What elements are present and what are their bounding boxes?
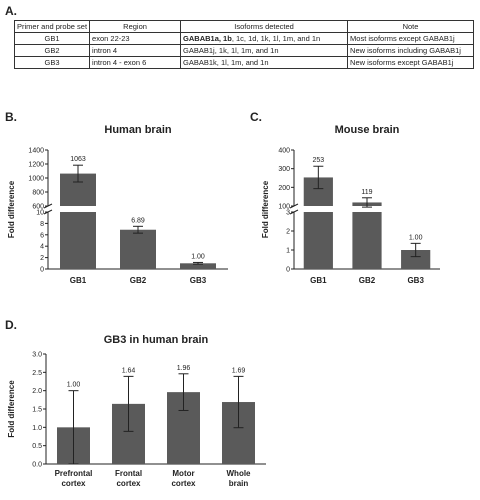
category-label: Prefrontal cortex <box>55 469 93 488</box>
y-tick-label: 3 <box>286 210 290 217</box>
y-axis-label: Fold difference <box>7 380 16 438</box>
category-label: GB2 <box>130 276 147 285</box>
y-tick-label: 2 <box>286 229 290 236</box>
category-label: GB3 <box>407 276 424 285</box>
isoforms-rest: , 1c, 1d, 1k, 1l, 1m, and 1n <box>231 34 321 43</box>
isoforms-rest: GABAB1j, 1k, 1l, 1m, and 1n <box>183 46 279 55</box>
bar <box>401 250 431 269</box>
y-tick-label: 6 <box>40 232 44 239</box>
data-label: 1063 <box>70 156 86 163</box>
bar <box>180 263 216 269</box>
y-tick-label: 2.0 <box>32 388 42 395</box>
y-tick-label: 0.0 <box>32 462 42 469</box>
bar <box>303 212 333 269</box>
chart-title: Human brain <box>104 124 172 136</box>
category-label: Motor cortex <box>171 469 196 488</box>
category-label: GB3 <box>190 276 207 285</box>
y-tick-label: 800 <box>32 190 44 197</box>
chart-title: GB3 in human brain <box>104 334 209 346</box>
table-row: GB1 exon 22-23 GABAB1a, 1b, 1c, 1d, 1k, … <box>13 32 474 45</box>
y-tick-label: 4 <box>40 244 44 251</box>
panel-label-a: A. <box>5 4 17 18</box>
bar <box>120 229 156 269</box>
y-tick-label: 2 <box>40 255 44 262</box>
y-tick-label: 10 <box>36 210 44 217</box>
data-label: 1.96 <box>177 365 191 372</box>
y-tick-label: 1.5 <box>32 407 42 414</box>
data-label: 1.64 <box>122 367 136 374</box>
y-tick-label: 600 <box>32 204 44 211</box>
category-label: Whole brain <box>227 469 252 488</box>
data-label: 253 <box>312 157 324 164</box>
isoforms-rest: GABAB1k, 1l, 1m, and 1n <box>183 58 269 67</box>
data-label: 119 <box>361 189 372 196</box>
panel-label-c: C. <box>250 110 262 124</box>
category-label: GB1 <box>310 276 327 285</box>
data-label: 1.00 <box>67 382 81 389</box>
panel-label-d: D. <box>5 318 17 332</box>
cell-isoforms: GABAB1a, 1b, 1c, 1d, 1k, 1l, 1m, and 1n <box>180 32 349 45</box>
y-tick-label: 0 <box>286 267 290 274</box>
data-label: 1.69 <box>232 367 246 374</box>
category-label: GB2 <box>359 276 376 285</box>
isoforms-bold: GABAB1a, 1b <box>183 34 232 43</box>
bar <box>352 212 382 269</box>
y-tick-label: 0 <box>40 267 44 274</box>
y-tick-label: 0.5 <box>32 443 42 450</box>
data-label: 6.89 <box>131 217 145 224</box>
cell-note: New isoforms except GABAB1j <box>347 56 474 69</box>
data-label: 1.00 <box>191 253 205 260</box>
y-tick-label: 200 <box>278 185 290 192</box>
bar <box>60 212 96 269</box>
table-row: GB2 intron 4 GABAB1j, 1k, 1l, 1m, and 1n… <box>13 44 474 57</box>
y-tick-label: 1400 <box>28 148 44 155</box>
panel-label-b: B. <box>5 110 17 124</box>
y-tick-label: 400 <box>278 148 290 155</box>
y-tick-label: 1200 <box>28 162 44 169</box>
y-axis-label: Fold difference <box>7 180 16 238</box>
cell-set: GB3 <box>13 56 91 69</box>
table-row: GB3 intron 4 - exon 6 GABAB1k, 1l, 1m, a… <box>13 56 474 69</box>
y-axis-label: Fold difference <box>261 180 270 238</box>
y-tick-label: 300 <box>278 166 290 173</box>
chart-title: Mouse brain <box>335 124 400 136</box>
data-label: 1.00 <box>409 234 423 241</box>
category-label: Frontal cortex <box>115 469 142 488</box>
y-tick-label: 1.0 <box>32 425 42 432</box>
y-tick-label: 8 <box>40 221 44 228</box>
y-tick-label: 2.5 <box>32 370 42 377</box>
cell-isoforms: GABAB1k, 1l, 1m, and 1n <box>180 56 349 69</box>
y-tick-label: 100 <box>278 204 290 211</box>
y-tick-label: 1 <box>286 248 290 255</box>
primer-probe-table: Primer and probe set Region Isoforms det… <box>13 20 474 69</box>
category-label: GB1 <box>70 276 87 285</box>
y-tick-label: 3.0 <box>32 352 42 359</box>
y-tick-label: 1000 <box>28 176 44 183</box>
